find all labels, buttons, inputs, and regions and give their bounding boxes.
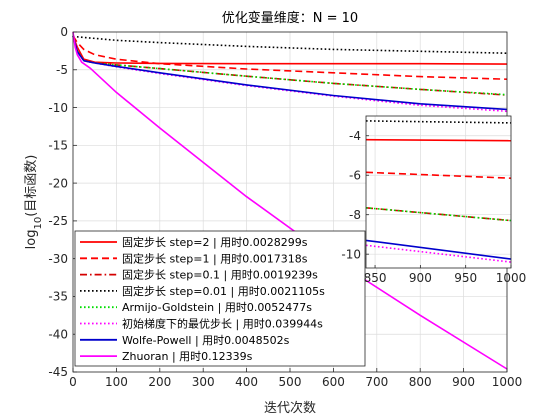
series-line-5 bbox=[365, 244, 512, 263]
inset-x-ticks: 850 900 950 1000 bbox=[364, 265, 527, 285]
y-tick-label: -6 bbox=[349, 168, 361, 182]
inset-y-ticks: -4 -6 -8 -10 bbox=[341, 129, 369, 261]
y-tick-label: -4 bbox=[349, 129, 361, 143]
legend-label-5: 初始梯度下的最优步长 | 用时0.039944s bbox=[122, 317, 323, 331]
series-line-0 bbox=[365, 138, 512, 142]
x-tick-label: 400 bbox=[235, 375, 258, 389]
legend-label-6: Wolfe-Powell | 用时0.0048502s bbox=[122, 334, 290, 347]
main-x-ticks: 0 100 200 300 400 500 600 700 800 900 1000 bbox=[69, 368, 522, 389]
x-tick-label: 900 bbox=[452, 375, 475, 389]
x-tick-label: 500 bbox=[279, 375, 302, 389]
x-tick-label: 200 bbox=[148, 375, 171, 389]
legend-label-0: 固定步长 step=2 | 用时0.0028299s bbox=[122, 235, 308, 249]
main-lines bbox=[72, 31, 508, 370]
x-tick-label: 300 bbox=[192, 375, 215, 389]
x-tick-label: 800 bbox=[409, 375, 432, 389]
x-tick-label: 600 bbox=[322, 375, 345, 389]
series-line-4 bbox=[365, 207, 512, 222]
y-tick-label: -30 bbox=[48, 252, 68, 266]
y-tick-label: -5 bbox=[56, 63, 68, 77]
y-tick-label: -20 bbox=[48, 176, 68, 190]
x-tick-label: 1000 bbox=[492, 375, 523, 389]
x-tick-label: 0 bbox=[69, 375, 77, 389]
legend-label-4: Armijo-Goldstein | 用时0.0052477s bbox=[122, 301, 312, 314]
x-tick-label: 700 bbox=[365, 375, 388, 389]
series-line-6 bbox=[72, 35, 508, 111]
y-tick-label: -45 bbox=[48, 365, 68, 379]
main-y-ticks: 0 -5 -10 -15 -20 -25 -30 -35 -40 -45 bbox=[48, 25, 77, 379]
legend-label-7: Zhuoran | 用时0.12339s bbox=[122, 350, 253, 363]
y-tick-label: 0 bbox=[60, 25, 68, 39]
y-tick-label: -25 bbox=[48, 214, 68, 228]
series-line-1 bbox=[365, 171, 512, 179]
x-tick-label: 950 bbox=[454, 271, 477, 285]
series-line-6 bbox=[365, 239, 512, 260]
legend: 固定步长 step=2 | 用时0.0028299s 固定步长 step=1 | … bbox=[74, 230, 366, 367]
legend-label-2: 固定步长 step=0.1 | 用时0.0019239s bbox=[122, 268, 318, 282]
series-line-3 bbox=[365, 120, 512, 124]
series-line-1 bbox=[72, 35, 508, 80]
y-axis-label: log10(目标函数) bbox=[24, 155, 44, 250]
x-axis-label: 迭代次数 bbox=[264, 400, 316, 416]
y-tick-label: -10 bbox=[341, 247, 361, 261]
y-tick-label: -35 bbox=[48, 290, 68, 304]
x-tick-label: 1000 bbox=[496, 271, 527, 285]
chart-title: 优化变量维度：N = 10 bbox=[222, 10, 358, 26]
series-line-0 bbox=[72, 35, 508, 65]
x-tick-label: 900 bbox=[409, 271, 432, 285]
y-tick-label: -15 bbox=[48, 139, 68, 153]
inset-lines bbox=[365, 120, 512, 263]
x-tick-label: 100 bbox=[105, 375, 128, 389]
legend-label-3: 固定步长 step=0.01 | 用时0.0021105s bbox=[122, 284, 325, 298]
y-tick-label: -8 bbox=[349, 208, 361, 222]
y-tick-label: -10 bbox=[48, 101, 68, 115]
inset-axes: 850 900 950 1000 -4 -6 -8 -10 bbox=[341, 115, 527, 285]
x-tick-label: 850 bbox=[364, 271, 387, 285]
legend-label-1: 固定步长 step=1 | 用时0.0017318s bbox=[122, 251, 308, 265]
y-tick-label: -40 bbox=[48, 327, 68, 341]
